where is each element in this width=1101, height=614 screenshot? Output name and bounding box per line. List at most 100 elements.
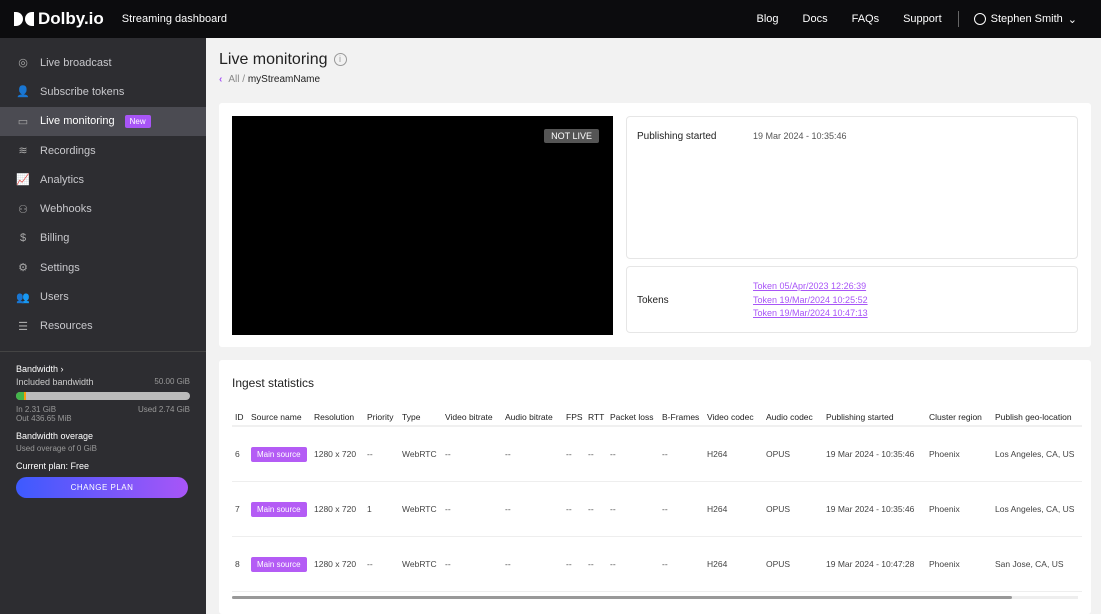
sidebar-item-label: Users bbox=[40, 291, 69, 304]
bandwidth-in: In 2.31 GiB bbox=[16, 404, 57, 414]
table-cell: Main source bbox=[248, 481, 311, 537]
stream-card: NOT LIVE Publishing started 19 Mar 2024 … bbox=[219, 103, 1091, 347]
sidebar-item-label: Webhooks bbox=[40, 203, 92, 216]
table-cell: 8 bbox=[232, 536, 248, 592]
table-cell: -- bbox=[607, 426, 659, 482]
user-menu[interactable]: Stephen Smith ⌄ bbox=[973, 13, 1077, 26]
table-cell: San Jose, CA, US bbox=[992, 536, 1082, 592]
bandwidth-used: Used 2.74 GiB bbox=[137, 404, 190, 414]
monitor-icon: ▭ bbox=[17, 115, 29, 128]
sidebar-item-webhooks[interactable]: ⚇ Webhooks bbox=[0, 194, 206, 223]
table-cell: Phoenix bbox=[926, 536, 992, 592]
nav-support[interactable]: Support bbox=[903, 13, 942, 25]
token-link[interactable]: Token 19/Mar/2024 10:47:13 bbox=[753, 308, 868, 318]
sidebar-nav: ◎ Live broadcast 👤 Subscribe tokens ▭ Live mo… bbox=[0, 38, 206, 341]
publishing-panel: Publishing started 19 Mar 2024 - 10:35:4… bbox=[626, 116, 1078, 259]
bandwidth-out: Out 436.65 MiB bbox=[16, 413, 72, 423]
table-row: 6 Main source 1280 x 720 -- WebRTC -- -- -- -- --… bbox=[232, 426, 1082, 482]
table-cell: -- bbox=[585, 426, 607, 482]
chevron-left-icon[interactable]: ‹ bbox=[219, 74, 223, 85]
sidebar-item-label: Subscribe tokens bbox=[40, 85, 125, 98]
nav-blog[interactable]: Blog bbox=[756, 13, 779, 25]
breadcrumb: ‹ All / myStreamName bbox=[219, 74, 321, 85]
user-name: Stephen Smith bbox=[990, 13, 1063, 25]
sidebar-item-analytics[interactable]: 📈 Analytics bbox=[0, 165, 206, 194]
table-cell: -- bbox=[442, 481, 502, 537]
sidebar-item-subscribe-tokens[interactable]: 👤 Subscribe tokens bbox=[0, 77, 206, 106]
table-cell: Phoenix bbox=[926, 481, 992, 537]
sidebar-item-recordings[interactable]: ≋ Recordings bbox=[0, 136, 206, 165]
table-cell: -- bbox=[502, 426, 563, 482]
sidebar-item-live-broadcast[interactable]: ◎ Live broadcast bbox=[0, 48, 206, 77]
table-cell: H264 bbox=[704, 481, 763, 537]
broadcast-icon: ◎ bbox=[18, 57, 28, 70]
new-badge: New bbox=[124, 114, 151, 128]
breadcrumb-all[interactable]: All bbox=[228, 74, 240, 85]
webhook-icon: ⚇ bbox=[18, 203, 28, 216]
table-cell: -- bbox=[442, 426, 502, 482]
table-cell: -- bbox=[659, 481, 704, 537]
nav-docs[interactable]: Docs bbox=[802, 13, 828, 25]
table-cell: 1 bbox=[364, 481, 399, 537]
nav-faqs[interactable]: FAQs bbox=[851, 13, 880, 25]
table-cell: Main source bbox=[248, 536, 311, 592]
table-cell: 6 bbox=[232, 426, 248, 482]
video-player[interactable]: NOT LIVE bbox=[232, 116, 613, 335]
overage-text: Used overage of 0 GiB bbox=[16, 443, 97, 453]
token-link[interactable]: Token 05/Apr/2023 12:26:39 bbox=[753, 281, 867, 291]
bandwidth-in-fill bbox=[16, 391, 25, 400]
dollar-icon: $ bbox=[19, 232, 27, 245]
bandwidth-link[interactable]: Bandwidth › bbox=[16, 364, 190, 374]
breadcrumb-stream: myStreamName bbox=[247, 74, 321, 85]
bandwidth-progress-bar bbox=[16, 391, 190, 400]
table-cell: 1280 x 720 bbox=[311, 426, 364, 482]
table-header: ID Source name Resolution Priority Type Video… bbox=[232, 408, 1082, 427]
sidebar-item-label: Recordings bbox=[40, 144, 96, 157]
sidebar-item-live-monitoring[interactable]: ▭ Live monitoring New bbox=[0, 106, 206, 136]
top-bar: Dolby.io Streaming dashboard Blog Docs F… bbox=[0, 0, 1101, 38]
horizontal-scrollbar[interactable] bbox=[232, 596, 1078, 599]
publishing-value: 19 Mar 2024 - 10:35:46 bbox=[753, 131, 847, 141]
column-header: Priority bbox=[364, 408, 399, 427]
dolby-logo[interactable]: Dolby.io bbox=[14, 9, 104, 29]
table-cell: WebRTC bbox=[399, 481, 442, 537]
scrollbar-thumb[interactable] bbox=[232, 596, 1012, 599]
table-cell: Los Angeles, CA, US bbox=[992, 426, 1082, 482]
column-header: Video bitrate bbox=[442, 408, 502, 427]
bandwidth-out-fill bbox=[24, 391, 26, 400]
sidebar-item-users[interactable]: 👥 Users bbox=[0, 282, 206, 311]
table-cell: -- bbox=[563, 426, 585, 482]
table-cell: 19 Mar 2024 - 10:35:46 bbox=[823, 481, 926, 537]
chevron-right-icon: › bbox=[60, 363, 64, 374]
ingest-table: ID Source name Resolution Priority Type Video… bbox=[232, 408, 1082, 592]
included-value: 50.00 GiB bbox=[154, 376, 190, 386]
column-header: Audio codec bbox=[763, 408, 823, 427]
current-plan: Current plan: Free bbox=[16, 460, 90, 471]
change-plan-button[interactable]: CHANGE PLAN bbox=[16, 476, 188, 498]
token-link[interactable]: Token 19/Mar/2024 10:25:52 bbox=[753, 294, 868, 305]
live-status-badge: NOT LIVE bbox=[544, 129, 599, 143]
source-name-badge: Main source bbox=[251, 446, 307, 462]
layers-icon: ≋ bbox=[18, 145, 28, 158]
info-icon[interactable]: i bbox=[333, 53, 347, 66]
table-cell: -- bbox=[502, 536, 563, 592]
sidebar-item-resources[interactable]: ☰ Resources bbox=[0, 312, 206, 341]
nav-divider bbox=[957, 11, 959, 27]
sidebar-item-settings[interactable]: ⚙ Settings bbox=[0, 253, 206, 282]
user-gear-icon: ⚙ bbox=[18, 262, 28, 275]
table-cell: -- bbox=[659, 426, 704, 482]
table-cell: -- bbox=[364, 426, 399, 482]
column-header: ID bbox=[232, 408, 248, 427]
table-cell: -- bbox=[364, 536, 399, 592]
sidebar: ◎ Live broadcast 👤 Subscribe tokens ▭ Live mo… bbox=[0, 38, 206, 614]
overage-title: Bandwidth overage bbox=[16, 430, 94, 441]
table-cell: OPUS bbox=[763, 536, 823, 592]
sidebar-item-billing[interactable]: $ Billing bbox=[0, 224, 206, 253]
column-header: FPS bbox=[563, 408, 585, 427]
brand-name: Dolby.io bbox=[38, 9, 104, 28]
table-cell: OPUS bbox=[763, 426, 823, 482]
column-header: Cluster region bbox=[926, 408, 992, 427]
table-row: 8 Main source 1280 x 720 -- WebRTC -- -- -- -- --… bbox=[232, 536, 1082, 592]
table-row: 7 Main source 1280 x 720 1 WebRTC -- -- -- -- -- -… bbox=[232, 481, 1082, 537]
list-icon: ☰ bbox=[18, 320, 28, 333]
